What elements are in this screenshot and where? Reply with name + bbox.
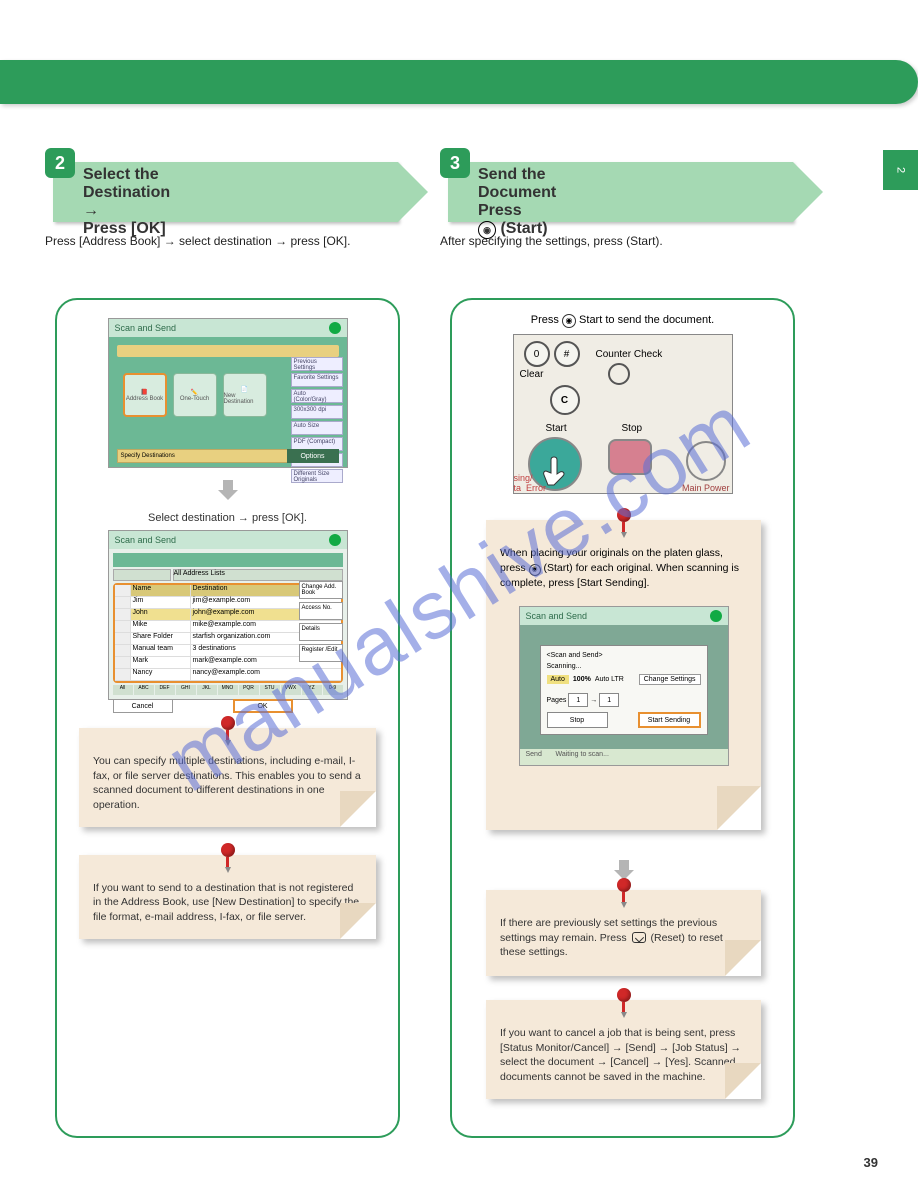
page-number: 39 xyxy=(864,1155,878,1170)
tip-note-1: You can specify multiple destinations, i… xyxy=(79,728,376,827)
processing-label: sing/ta Error xyxy=(514,473,547,493)
step-3-title-l1: Send the Document Press xyxy=(478,166,556,219)
pct-100: 100% xyxy=(573,676,591,683)
pages-from: 1 xyxy=(568,693,588,707)
close-icon[interactable] xyxy=(710,610,722,622)
fav-settings[interactable]: Favorite Settings xyxy=(291,373,343,387)
stop-button[interactable] xyxy=(608,439,652,475)
auto-lbl: Auto xyxy=(547,675,569,684)
pushpin-icon xyxy=(614,878,634,906)
main-power-button[interactable] xyxy=(686,441,726,481)
screen2-header: Scan and Send xyxy=(109,531,347,549)
address-book-tile[interactable]: 📕Address Book xyxy=(123,373,167,417)
counter-button[interactable] xyxy=(608,363,630,385)
clear-label: Clear xyxy=(520,369,544,380)
screen1-header: Scan and Send xyxy=(109,319,347,337)
main-power-label: Main Power xyxy=(682,483,730,493)
pushpin-icon xyxy=(218,716,238,744)
pages-row: Pages 1 → 1 xyxy=(547,693,701,707)
start-label: Start xyxy=(546,423,567,434)
step-2-title: Select the Destination → Press [OK] xyxy=(83,166,170,238)
progress-footer: Send Waiting to scan... xyxy=(520,749,728,765)
progress-stop[interactable]: Stop xyxy=(547,712,608,728)
arrow-down-icon xyxy=(216,478,240,502)
step-2-title-l1: Select the Destination → xyxy=(83,166,170,219)
chapter-num: 2 xyxy=(895,167,907,173)
address-book-tab xyxy=(113,553,343,567)
step-2-sub: Press [Address Book] → select destinatio… xyxy=(45,234,385,248)
access-no[interactable]: Access No. xyxy=(299,602,343,620)
close-icon[interactable] xyxy=(329,534,341,546)
step-3-container: Press ◉ Start to send the document. 0 # … xyxy=(450,298,795,1138)
screen1-body: 📕Address Book ✏️One-Touch 📄New Destinati… xyxy=(109,337,347,467)
c-button[interactable]: C xyxy=(550,385,580,415)
ok-button[interactable]: OK xyxy=(233,699,293,713)
tip-note-3: If there are previously set settings the… xyxy=(486,890,761,976)
pages-to: 1 xyxy=(599,693,619,707)
cancel-button[interactable]: Cancel xyxy=(113,699,173,713)
tip1-text: You can specify multiple destinations, i… xyxy=(93,755,361,811)
big-note: When placing your originals on the plate… xyxy=(486,520,761,830)
hash-button[interactable]: # xyxy=(554,341,580,367)
one-touch-tile[interactable]: ✏️One-Touch xyxy=(173,373,217,417)
screen1-yellow-bar xyxy=(117,345,339,357)
all-address-lists[interactable]: All Address Lists xyxy=(173,569,343,581)
step-3-sub: After specifying the settings, press (St… xyxy=(440,234,800,248)
reset-icon xyxy=(632,932,646,943)
screen1-title: Scan and Send xyxy=(115,323,177,333)
tip-note-4: If you want to cancel a job that is bein… xyxy=(486,1000,761,1099)
progress-dialog: <Scan and Send> Scanning... Auto 100% Au… xyxy=(540,645,708,735)
progress-sub: <Scan and Send> xyxy=(547,652,701,659)
header-bar xyxy=(0,60,918,104)
pushpin-icon xyxy=(614,508,634,536)
change-settings[interactable]: Change Settings xyxy=(639,674,701,685)
new-destination-tile[interactable]: 📄New Destination xyxy=(223,373,267,417)
progress-header: Scan and Send xyxy=(520,607,728,625)
all-tab[interactable] xyxy=(113,569,171,581)
start-icon: ◉ xyxy=(562,314,576,328)
stop-label: Stop xyxy=(622,423,643,434)
tip-note-2: If you want to send to a destination tha… xyxy=(79,855,376,939)
chapter-tab: 2 xyxy=(883,150,918,190)
alpha-filter[interactable]: AllABCDEFGHIJKLMNOPQRSTUVWXYZ0-9 xyxy=(113,685,343,695)
details-btn[interactable]: Details xyxy=(299,623,343,641)
step-3-title: Send the Document Press ◉ (Start) xyxy=(478,166,556,239)
step-3-sub2: Press ◉ Start to send the document. xyxy=(452,314,793,328)
tip4-text: If you want to cancel a job that is bein… xyxy=(500,1027,741,1083)
table-row[interactable]: Nancynancy@example.com xyxy=(115,669,341,681)
step-3-number: 3 xyxy=(440,148,470,178)
screen2-title: Scan and Send xyxy=(115,535,177,545)
diff-size[interactable]: Different Size Originals xyxy=(291,469,343,483)
register-edit[interactable]: Register /Edit xyxy=(299,644,343,662)
control-panel: 0 # Clear C Counter Check Start Stop sin… xyxy=(513,334,733,494)
close-icon[interactable] xyxy=(329,322,341,334)
change-addbook[interactable]: Change Add. Book xyxy=(299,581,343,599)
zero-button[interactable]: 0 xyxy=(524,341,550,367)
screenshot-progress: Scan and Send <Scan and Send> Scanning..… xyxy=(519,606,729,766)
screenshot-scan-send-1: Scan and Send 📕Address Book ✏️One-Touch … xyxy=(108,318,348,468)
start-sending[interactable]: Start Sending xyxy=(638,712,701,728)
options-button[interactable]: Options xyxy=(287,449,339,463)
pushpin-icon xyxy=(614,988,634,1016)
tip2-text: If you want to send to a destination tha… xyxy=(93,882,359,923)
resolution[interactable]: 300x300 dpi xyxy=(291,405,343,419)
screen2-caption: Select destination → press [OK]. xyxy=(57,512,398,524)
progress-scanning: Scanning... xyxy=(547,663,701,670)
prev-settings[interactable]: Previous Settings xyxy=(291,357,343,371)
screenshot-address-book: Scan and Send All Address Lists NameDest… xyxy=(108,530,348,700)
counter-label: Counter Check xyxy=(596,349,663,360)
step-2-container: Scan and Send 📕Address Book ✏️One-Touch … xyxy=(55,298,400,1138)
auto-size[interactable]: Auto Size xyxy=(291,421,343,435)
color-mode[interactable]: Auto (Color/Gray) xyxy=(291,389,343,403)
step-2-number: 2 xyxy=(45,148,75,178)
auto-ltr: Auto LTR xyxy=(595,676,624,683)
pushpin-icon xyxy=(218,843,238,871)
